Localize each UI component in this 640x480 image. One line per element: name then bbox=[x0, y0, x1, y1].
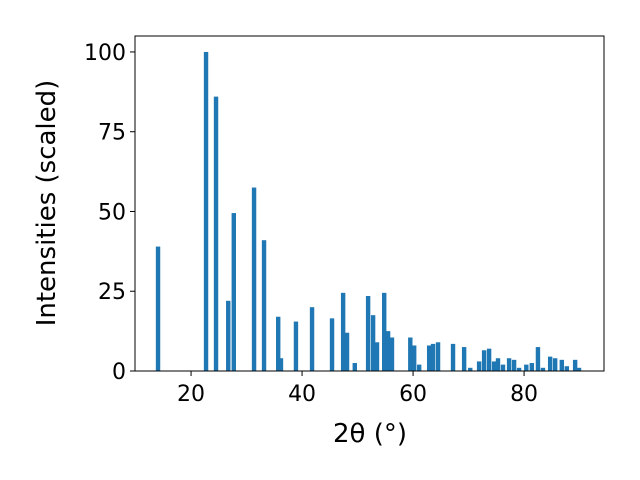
bar bbox=[278, 358, 284, 371]
bar bbox=[352, 363, 357, 371]
x-tick-label: 20 bbox=[177, 382, 205, 407]
x-tick-label: 60 bbox=[399, 382, 427, 407]
plot-frame bbox=[134, 35, 605, 372]
bar bbox=[155, 246, 161, 371]
bar bbox=[529, 363, 535, 371]
bar bbox=[411, 345, 417, 371]
bar bbox=[476, 361, 482, 371]
bar bbox=[552, 358, 558, 371]
y-tick-label: 75 bbox=[98, 121, 126, 146]
bar bbox=[547, 356, 553, 371]
bar bbox=[385, 331, 391, 371]
bar bbox=[408, 337, 413, 371]
bar bbox=[261, 240, 267, 371]
bar bbox=[486, 348, 492, 371]
bar bbox=[535, 347, 541, 371]
bar bbox=[213, 96, 219, 371]
y-tick-label: 0 bbox=[112, 360, 126, 385]
x-tick-label: 40 bbox=[288, 382, 316, 407]
bar bbox=[370, 315, 376, 371]
x-axis-label: 2θ (°) bbox=[333, 419, 407, 449]
y-tick-label: 100 bbox=[84, 41, 126, 66]
bar bbox=[251, 187, 257, 371]
bar bbox=[559, 359, 565, 371]
bar bbox=[461, 347, 467, 371]
bar bbox=[416, 364, 422, 371]
bar bbox=[275, 316, 281, 371]
bar bbox=[340, 292, 346, 371]
bar bbox=[435, 342, 441, 371]
bar bbox=[203, 51, 209, 371]
bar bbox=[500, 364, 506, 371]
x-tick-label: 80 bbox=[510, 382, 538, 407]
bar bbox=[516, 367, 522, 371]
bar bbox=[430, 343, 436, 371]
bar bbox=[309, 307, 315, 371]
bar bbox=[511, 359, 517, 371]
bar bbox=[365, 296, 371, 371]
bar bbox=[491, 361, 497, 371]
bar bbox=[540, 367, 546, 371]
bar bbox=[344, 332, 350, 371]
bar bbox=[495, 358, 501, 371]
bar bbox=[329, 318, 335, 371]
bar bbox=[382, 292, 387, 371]
y-tick-label: 25 bbox=[98, 280, 126, 305]
bar bbox=[481, 350, 487, 371]
bar bbox=[293, 321, 299, 371]
y-axis-label: Intensities (scaled) bbox=[32, 80, 62, 327]
bar bbox=[468, 367, 473, 371]
bar bbox=[564, 366, 570, 371]
bar bbox=[506, 358, 512, 371]
bar bbox=[374, 342, 380, 371]
bar bbox=[231, 213, 236, 371]
bar bbox=[524, 364, 529, 371]
plot bbox=[155, 51, 582, 371]
y-tick-label: 50 bbox=[98, 200, 126, 225]
bar bbox=[576, 367, 582, 371]
bar bbox=[389, 337, 395, 371]
bar bbox=[450, 343, 456, 371]
bar bbox=[226, 300, 231, 371]
bar bbox=[572, 359, 578, 371]
bar bbox=[426, 345, 432, 371]
